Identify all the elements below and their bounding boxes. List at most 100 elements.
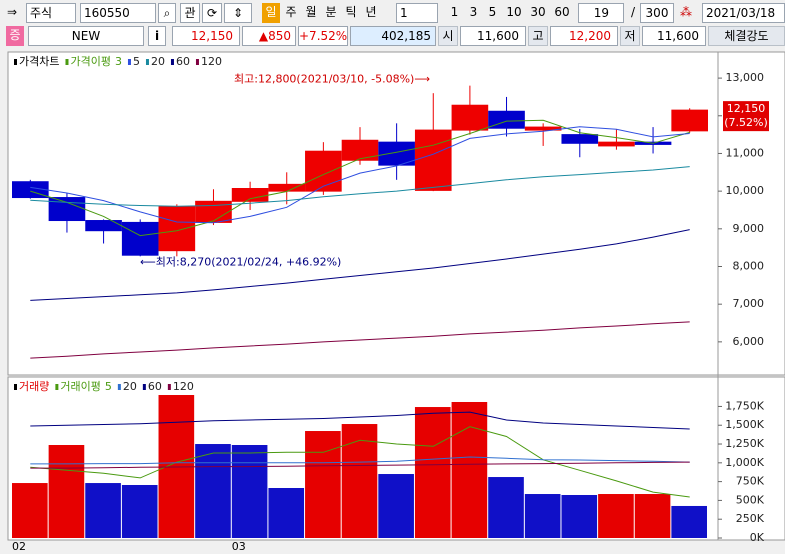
legend-entry: 120 [201,55,222,68]
date-input[interactable]: 2021/03/18 [702,3,785,23]
settings-icon[interactable]: ⁂ [680,5,692,19]
high-annotation: 최고:12,800(2021/03/10, -5.08%)⟶ [234,73,430,86]
rate: +7.52% [298,26,348,46]
volume-bar [378,474,414,538]
ma-line [30,461,690,469]
price: 12,150 [172,26,240,46]
ma-line [30,426,690,498]
market-select[interactable]: 주식 [26,3,76,23]
high: 12,200 [550,26,618,46]
refresh-button[interactable]: ⟳ [202,3,222,23]
ma-line [30,119,690,237]
strength-button[interactable]: 체결강도 [708,26,785,46]
y-tick-label: 13,000 [726,71,765,84]
volume-bar [524,494,561,538]
x-tick-label: 03 [232,540,246,553]
interval-select[interactable]: 1 [396,3,438,23]
price-panel [7,51,785,376]
legend-marker [55,384,59,390]
legend-entry: 5 [105,380,112,393]
open: 11,600 [460,26,526,46]
x-tick-label: 02 [12,540,26,553]
volume-bar [48,445,85,538]
volume-bar [634,494,671,538]
volume-bar [305,431,341,538]
legend-marker [14,384,17,390]
stock-name: NEW [28,26,144,46]
y-tick-label: 1,500K [725,418,764,431]
last-price-box [723,101,769,132]
legend-marker [145,59,149,65]
watch-button[interactable]: 관 [180,3,200,23]
volume-bar [341,424,378,538]
volume-bar [671,505,707,538]
y-tick-label: 1,000K [725,456,764,469]
y-tick-label: 8,000 [733,259,765,272]
y-tick-label: 1,250K [725,437,764,450]
legend-label: 거래이평 [60,380,100,393]
legend-entry: 60 [176,55,190,68]
y-tick-label: 6,000 [733,335,765,348]
volume-bar [488,477,524,538]
interval-button[interactable]: 1 [450,5,459,19]
volume: 402,185 [350,26,436,46]
y-tick-label: 0K [750,531,765,544]
legend-marker [167,384,171,390]
search-button[interactable]: ⌕ [158,3,176,23]
period-button[interactable]: 월 [305,5,317,19]
y-tick-label: 750K [736,475,765,488]
count-input[interactable]: 19 [578,3,624,23]
interval-button[interactable]: 3 [469,5,478,19]
change: ▲850 [242,26,296,46]
interval-button[interactable]: 10 [506,5,522,19]
spin-button[interactable]: ⇕ [224,3,252,23]
period-button[interactable]: 일 [262,3,280,23]
legend-marker [195,59,199,65]
volume-bar [561,494,598,538]
interval-button[interactable]: 5 [488,5,497,19]
low: 11,600 [642,26,706,46]
ma-line [30,411,690,430]
info-button[interactable]: i [148,26,166,46]
interval-button[interactable]: 60 [554,5,570,19]
charts: 6,0007,0008,0009,00010,00011,00012,00013… [7,51,785,553]
volume-bar [268,488,305,538]
legend-marker [14,59,17,65]
y-tick-label: 9,000 [733,222,765,235]
volume-bar [85,483,121,538]
y-tick-label: 11,000 [726,146,765,159]
period-button[interactable]: 틱 [345,5,357,19]
y-tick-label: 500K [736,493,765,506]
candle-body [561,134,599,144]
period-button[interactable]: 주 [285,5,297,19]
total-input[interactable]: 300 [640,3,674,23]
menu-icon[interactable]: ⇒ [6,5,18,19]
legend-title: 거래량 [19,380,49,393]
volume-bar [12,483,48,538]
low-annotation: ⟵최저:8,270(2021/02/24, +46.92%) [140,255,341,268]
code-input[interactable]: 160550 [80,3,156,23]
candle-body [158,206,196,252]
last-price: 12,150 [727,102,766,115]
candle-body [671,109,708,132]
ma-line [30,126,690,224]
ma-line [30,321,690,359]
period-button[interactable]: 년 [365,5,377,19]
volume-bar [414,407,451,538]
candle-body [121,221,159,256]
legend-marker [170,59,174,65]
ma-line [30,229,690,301]
legend-label: 가격이평 [70,55,110,68]
volume-bar [121,484,158,538]
badge: 증 [6,26,24,46]
candle-body [231,188,269,202]
y-tick-label: 10,000 [726,184,765,197]
candle-body [85,220,122,232]
candle-body [305,150,342,192]
y-tick-label: 7,000 [733,297,765,310]
volume-bar [598,494,634,538]
period-button[interactable]: 분 [325,5,337,19]
interval-button[interactable]: 30 [530,5,546,19]
candle-body [341,139,379,161]
